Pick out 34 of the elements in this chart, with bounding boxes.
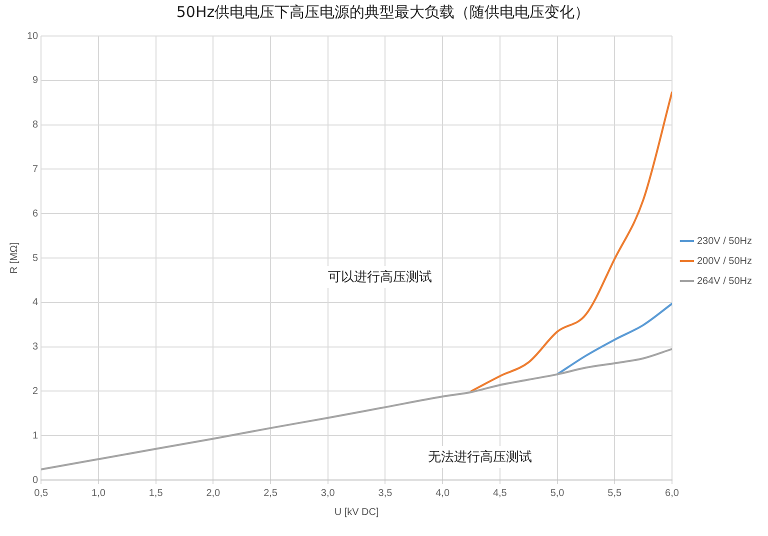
- x-axis-title: U [kV DC]: [334, 506, 379, 518]
- y-tick-label: 7: [32, 164, 39, 175]
- line-series: [41, 348, 672, 470]
- y-tick-label: 2: [32, 386, 39, 397]
- y-tick-label: 0: [32, 474, 39, 486]
- x-tick-label: 5,5: [608, 488, 622, 499]
- x-tick-label: 0,5: [34, 488, 49, 499]
- y-tick-label: 8: [32, 120, 39, 131]
- y-tick-label: 6: [32, 208, 39, 220]
- y-axis-title: R [MΩ]: [8, 242, 20, 274]
- x-tick-label: 4,5: [492, 488, 508, 499]
- y-tick-label: 10: [27, 30, 39, 42]
- y-tick-label: 9: [32, 75, 39, 86]
- chart-title: 50Hz供电电压下高压电源的典型最大负载（随供电电压变化）: [176, 2, 590, 21]
- annotation: 无法进行高压测试: [422, 446, 538, 468]
- x-tick-label: 4,0: [436, 488, 450, 499]
- x-tick-label: 5,0: [550, 488, 565, 499]
- y-tick-label: 3: [32, 342, 39, 353]
- legend-label: 264V / 50Hz: [696, 276, 752, 287]
- annotation: 可以进行高压测试: [322, 266, 438, 288]
- y-tick-label: 4: [32, 297, 39, 308]
- x-tick-label: 3,5: [378, 488, 393, 499]
- y-tick-label: 1: [32, 430, 39, 442]
- x-tick-label: 6,0: [665, 488, 680, 499]
- legend-label: 200V / 50Hz: [696, 256, 752, 267]
- legend-label: 230V / 50Hz: [696, 236, 752, 247]
- x-tick-label: 1,0: [92, 488, 106, 499]
- y-tick-label: 5: [32, 252, 39, 264]
- x-tick-label: 1,5: [148, 488, 164, 499]
- x-tick-label: 2,5: [264, 488, 278, 499]
- x-tick-label: 2,0: [206, 488, 221, 499]
- line-series: [556, 302, 672, 376]
- line-series: [470, 91, 672, 392]
- x-tick-label: 3,0: [320, 488, 336, 499]
